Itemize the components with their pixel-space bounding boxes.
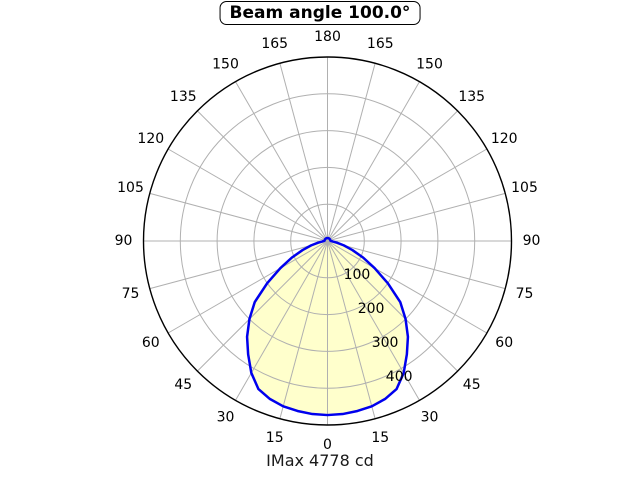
- radius-tick-label: 400: [386, 369, 413, 385]
- angle-tick-label: 75: [122, 286, 140, 302]
- angle-gridline: [327, 192, 506, 242]
- angle-gridline: [327, 240, 458, 372]
- polar-outline: [142, 56, 513, 426]
- angle-tick-label: 165: [261, 36, 288, 52]
- angle-gridline: [279, 240, 328, 419]
- angle-tick-label: 90: [115, 233, 133, 249]
- angle-tick-label: 0: [323, 437, 332, 453]
- angle-gridline: [197, 240, 328, 372]
- angle-gridline: [327, 110, 458, 242]
- angle-gridline: [327, 240, 376, 419]
- angle-gridline: [167, 148, 328, 242]
- angle-gridline: [197, 110, 328, 242]
- angle-tick-label: 60: [495, 335, 513, 351]
- chart-title: Beam angle 100.0°: [219, 1, 421, 25]
- angle-tick-label: 75: [516, 286, 534, 302]
- angle-gridline: [327, 81, 420, 242]
- angle-gridline: [149, 240, 328, 290]
- angle-tick-label: 120: [137, 131, 164, 147]
- angle-tick-label: 135: [170, 89, 197, 105]
- angle-gridline: [327, 240, 488, 334]
- angle-tick-label: 105: [511, 180, 538, 196]
- radius-tick-label: 200: [358, 301, 385, 317]
- angle-gridline: [327, 240, 506, 290]
- angle-tick-label: 90: [523, 233, 541, 249]
- angle-tick-label: 30: [421, 410, 439, 426]
- angle-tick-label: 15: [371, 430, 389, 446]
- angle-tick-label: 45: [463, 377, 481, 393]
- angle-tick-label: 15: [266, 430, 284, 446]
- angle-tick-label: 45: [174, 377, 192, 393]
- angle-tick-label: 30: [217, 410, 235, 426]
- angle-tick-label: 135: [458, 89, 485, 105]
- angle-tick-label: 105: [117, 180, 144, 196]
- angle-gridline: [327, 148, 488, 242]
- angle-tick-label: 150: [416, 56, 443, 72]
- imax-label: IMax 4778 cd: [266, 451, 374, 470]
- angle-gridline: [279, 63, 328, 242]
- angle-tick-label: 150: [212, 56, 239, 72]
- angle-tick-label: 120: [491, 131, 518, 147]
- angle-gridline: [167, 240, 328, 334]
- angle-gridline: [149, 192, 328, 242]
- beam-curve: [245, 236, 410, 417]
- radius-tick-label: 100: [344, 267, 371, 283]
- angle-tick-label: 165: [367, 36, 394, 52]
- angle-tick-label: 60: [142, 335, 160, 351]
- angle-gridline: [327, 63, 376, 242]
- angle-gridline: [235, 81, 328, 242]
- radius-tick-label: 300: [372, 335, 399, 351]
- angle-tick-label: 180: [314, 29, 341, 45]
